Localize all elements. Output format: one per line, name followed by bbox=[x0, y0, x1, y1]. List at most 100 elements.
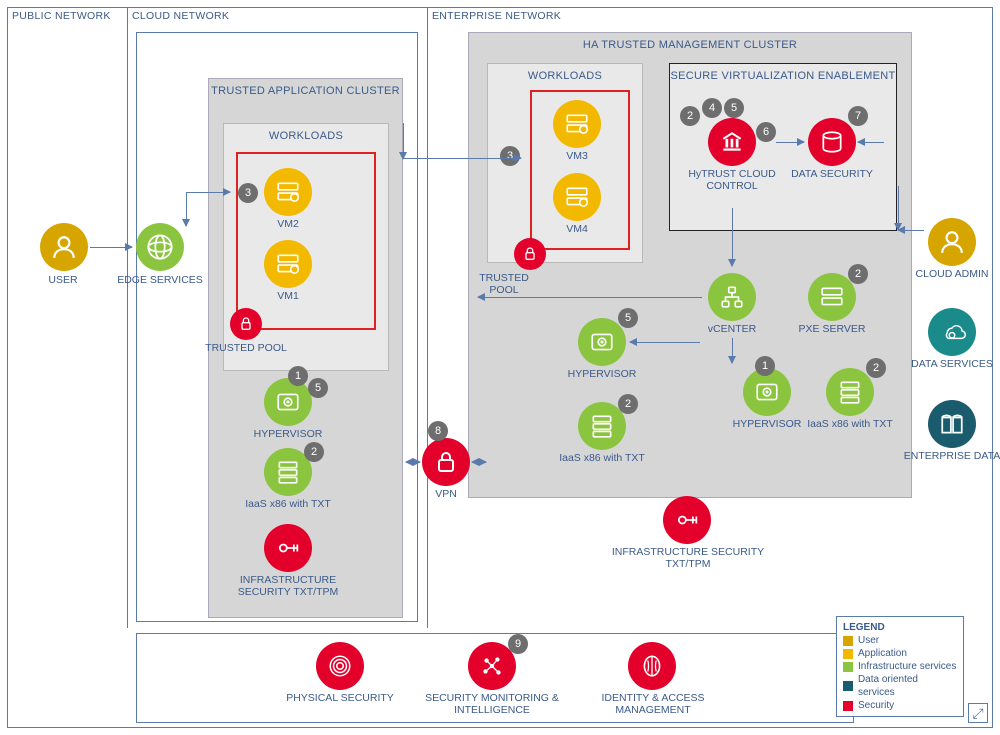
node-vm1 bbox=[264, 240, 312, 288]
legend-item-4: Security bbox=[843, 699, 957, 712]
legend-item-0: User bbox=[843, 634, 957, 647]
lbl-pxe: PXE SERVER bbox=[777, 323, 887, 335]
badge-hyper2: 5 bbox=[618, 308, 638, 328]
lbl-vcenter: vCENTER bbox=[677, 323, 787, 335]
badge-datasec: 7 bbox=[848, 106, 868, 126]
node-infra-sec1 bbox=[264, 524, 312, 572]
arrow-vcenter-hyper3 bbox=[732, 338, 733, 363]
arrow-edge-trusted bbox=[186, 192, 230, 193]
arrow-vpn-left bbox=[406, 462, 420, 463]
lbl-data-services: DATA SERVICES bbox=[897, 358, 1000, 370]
lbl-hytrust: HyTRUST CLOUD CONTROL bbox=[677, 168, 787, 192]
badge-hytrust-b: 4 bbox=[702, 98, 722, 118]
node-ent-data bbox=[928, 400, 976, 448]
lbl-trusted-pool2: TRUSTED POOL bbox=[464, 272, 544, 296]
legend-sw-0 bbox=[843, 636, 853, 646]
node-infra-sec2 bbox=[663, 496, 711, 544]
lbl-user: USER bbox=[8, 274, 118, 286]
node-vcenter bbox=[708, 273, 756, 321]
node-trusted-pool2 bbox=[514, 238, 546, 270]
node-trusted-pool1 bbox=[230, 308, 262, 340]
lbl-cloud-admin: CLOUD ADMIN bbox=[897, 268, 1000, 280]
arrow-cloud-ha bbox=[403, 158, 521, 159]
node-pxe bbox=[808, 273, 856, 321]
lbl-vm4: VM4 bbox=[522, 223, 632, 235]
node-user bbox=[40, 223, 88, 271]
lbl-ent-data: ENTERPRISE DATA bbox=[897, 450, 1000, 462]
lbl-iaas2: IaaS x86 with TXT bbox=[547, 452, 657, 464]
legend: LEGEND User Application Infrastructure s… bbox=[836, 616, 964, 717]
arrow-datasec-in bbox=[858, 142, 884, 143]
node-datasec bbox=[808, 118, 856, 166]
node-phys-sec bbox=[316, 642, 364, 690]
box-trusted-app-title: TRUSTED APPLICATION CLUSTER bbox=[209, 85, 402, 97]
node-edge bbox=[136, 223, 184, 271]
box-ha-title: HA TRUSTED MANAGEMENT CLUSTER bbox=[469, 39, 911, 51]
legend-sw-2 bbox=[843, 662, 853, 672]
badge-hyper1a: 1 bbox=[288, 366, 308, 386]
node-cloud-admin bbox=[928, 218, 976, 266]
arrow-vpn-right bbox=[472, 462, 486, 463]
badge-sec-mon: 9 bbox=[508, 634, 528, 654]
lbl-vm1: VM1 bbox=[233, 290, 343, 302]
node-data-services bbox=[928, 308, 976, 356]
badge-hytrust-d: 6 bbox=[756, 122, 776, 142]
node-vm3 bbox=[553, 100, 601, 148]
lbl-iam: IDENTITY & ACCESS MANAGEMENT bbox=[583, 692, 723, 716]
arrow-vcenter-long bbox=[478, 297, 702, 298]
badge-hyper1b: 5 bbox=[308, 378, 328, 398]
node-hytrust bbox=[708, 118, 756, 166]
lbl-vpn: VPN bbox=[391, 488, 501, 500]
node-hyper1 bbox=[264, 378, 312, 426]
node-iaas3 bbox=[826, 368, 874, 416]
zone-enterprise-label: ENTERPRISE NETWORK bbox=[432, 10, 561, 22]
badge-hyper3: 1 bbox=[755, 356, 775, 376]
zone-public-label: PUBLIC NETWORK bbox=[12, 10, 111, 22]
arrow-hytrust-vcenter bbox=[732, 208, 733, 266]
arrow-cloud-ha-v bbox=[403, 123, 404, 159]
lbl-edge: EDGE SERVICES bbox=[105, 274, 215, 286]
lbl-sec-mon: SECURITY MONITORING & INTELLIGENCE bbox=[422, 692, 562, 716]
legend-title: LEGEND bbox=[843, 621, 957, 634]
lbl-phys-sec: PHYSICAL SECURITY bbox=[285, 692, 395, 704]
legend-sw-1 bbox=[843, 649, 853, 659]
node-vm2 bbox=[264, 168, 312, 216]
lbl-datasec: DATA SECURITY bbox=[777, 168, 887, 180]
lbl-hyper1: HYPERVISOR bbox=[233, 428, 343, 440]
badge-hytrust-a: 2 bbox=[680, 106, 700, 126]
lbl-trusted-pool1: TRUSTED POOL bbox=[191, 342, 301, 354]
lbl-iaas3: IaaS x86 with TXT bbox=[795, 418, 905, 430]
lbl-vm3: VM3 bbox=[522, 150, 632, 162]
legend-item-3: Data oriented services bbox=[843, 673, 957, 699]
badge-pxe: 2 bbox=[848, 264, 868, 284]
badge-iaas2: 2 bbox=[618, 394, 638, 414]
badge-iaas1: 2 bbox=[304, 442, 324, 462]
lbl-iaas1: IaaS x86 with TXT bbox=[233, 498, 343, 510]
lbl-vm2: VM2 bbox=[233, 218, 343, 230]
legend-item-2: Infrastructure services bbox=[843, 660, 957, 673]
zone-cloud-label: CLOUD NETWORK bbox=[132, 10, 229, 22]
box-workloads2-title: WORKLOADS bbox=[488, 70, 642, 82]
arrow-vcenter-hyper2 bbox=[630, 342, 700, 343]
diagram-canvas: PUBLIC NETWORK CLOUD NETWORK ENTERPRISE … bbox=[7, 7, 993, 728]
lbl-infra-sec1: INFRASTRUCTURE SECURITY TXT/TPM bbox=[220, 574, 356, 598]
legend-sw-3 bbox=[843, 681, 853, 691]
badge-vm2: 3 bbox=[238, 183, 258, 203]
box-secure-virt-title: SECURE VIRTUALIZATION ENABLEMENT bbox=[670, 70, 896, 82]
arrow-cloudadmin-v bbox=[898, 186, 899, 230]
badge-hytrust-c: 5 bbox=[724, 98, 744, 118]
node-iam bbox=[628, 642, 676, 690]
arrow-user-edge bbox=[90, 247, 132, 248]
expand-icon[interactable]: ⤢ bbox=[968, 703, 988, 723]
lbl-hyper2: HYPERVISOR bbox=[547, 368, 657, 380]
box-secure-virt: SECURE VIRTUALIZATION ENABLEMENT bbox=[669, 63, 897, 231]
box-workloads1-title: WORKLOADS bbox=[224, 130, 388, 142]
zone-public: PUBLIC NETWORK bbox=[8, 8, 128, 628]
lbl-infra-sec2: INFRASTRUCTURE SECURITY TXT/TPM bbox=[608, 546, 768, 570]
legend-item-1: Application bbox=[843, 647, 957, 660]
legend-sw-4 bbox=[843, 701, 853, 711]
badge-iaas3: 2 bbox=[866, 358, 886, 378]
node-hyper2 bbox=[578, 318, 626, 366]
arrow-hytrust-datasec bbox=[776, 142, 804, 143]
node-vpn bbox=[422, 438, 470, 486]
